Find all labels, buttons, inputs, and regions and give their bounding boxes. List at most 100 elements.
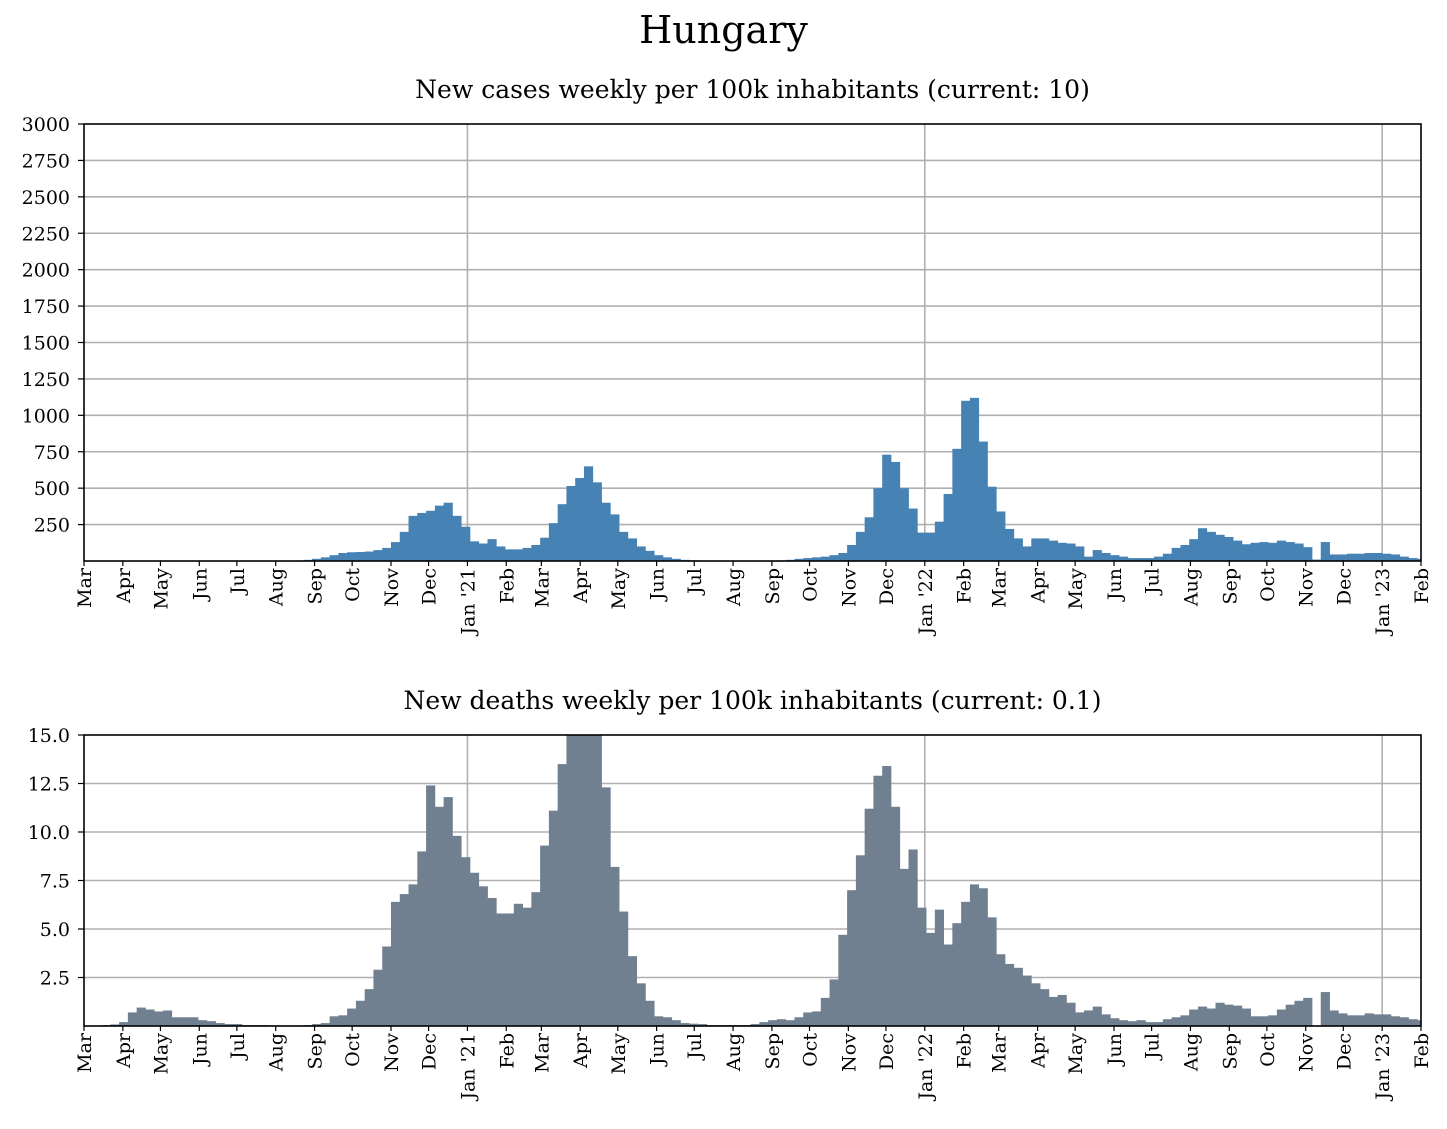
deaths-bar — [1066, 1002, 1076, 1026]
cases-bar — [1250, 542, 1260, 561]
deaths-bar — [1399, 1017, 1409, 1026]
deaths-xtick-label: Jun — [1104, 1033, 1126, 1067]
cases-bar — [1180, 544, 1190, 561]
deaths-bar — [461, 857, 471, 1026]
cases-bar — [1013, 538, 1023, 561]
deaths-bar — [355, 1000, 366, 1026]
cases-ytick-label: 1500 — [22, 333, 70, 355]
deaths-bar — [1241, 1008, 1251, 1026]
deaths-bar — [820, 997, 830, 1026]
deaths-bar — [803, 1012, 813, 1026]
deaths-bar — [1040, 989, 1050, 1026]
cases-bar — [347, 552, 357, 561]
cases-bar — [671, 558, 681, 561]
cases-bar — [426, 510, 436, 561]
cases-bar — [1294, 543, 1304, 561]
deaths-bar — [1364, 1013, 1374, 1026]
deaths-bar — [1145, 1022, 1155, 1026]
cases-bar — [1197, 528, 1208, 561]
deaths-bar — [812, 1011, 822, 1026]
deaths-xtick-label: Jul — [227, 1033, 249, 1061]
cases-bar — [1075, 546, 1085, 561]
deaths-bar — [987, 917, 997, 1026]
cases-xtick-label: Aug — [723, 568, 745, 607]
cases-bar — [1040, 538, 1050, 561]
deaths-xtick-label: Nov — [1296, 1033, 1318, 1072]
deaths-xtick-label: Dec — [419, 1033, 441, 1070]
deaths-bar — [926, 932, 936, 1026]
deaths-bar — [329, 1016, 339, 1026]
cases-bar — [934, 521, 944, 561]
cases-bar — [1338, 554, 1348, 561]
deaths-xtick-label: Mar — [989, 1032, 1011, 1073]
deaths-bar — [540, 845, 550, 1026]
cases-bar — [1004, 528, 1015, 561]
cases-bar — [803, 558, 813, 561]
cases-bar — [364, 551, 374, 561]
deaths-bar — [373, 969, 383, 1026]
deaths-bar — [233, 1024, 243, 1026]
cases-xtick-label: Apr — [570, 567, 592, 604]
cases-bar — [338, 552, 348, 561]
cases-bar — [399, 531, 409, 561]
deaths-bar — [1013, 967, 1023, 1026]
deaths-bar — [1154, 1022, 1164, 1026]
deaths-bar — [1136, 1020, 1146, 1026]
cases-bar — [382, 547, 392, 561]
cases-bar — [926, 532, 936, 561]
cases-bar — [873, 488, 883, 561]
cases-bar — [1320, 542, 1330, 561]
cases-bar — [1268, 542, 1278, 561]
cases-bar — [1355, 553, 1366, 561]
deaths-bar — [873, 775, 883, 1026]
deaths-xtick-label: Jun — [647, 1033, 669, 1067]
deaths-bar — [1408, 1019, 1418, 1026]
deaths-bar — [1092, 1006, 1102, 1026]
deaths-bar — [189, 1017, 199, 1026]
deaths-bar — [1347, 1015, 1357, 1026]
deaths-bar — [531, 892, 541, 1026]
deaths-xtick-label: Sep — [762, 1033, 784, 1069]
cases-bar — [1154, 556, 1164, 561]
deaths-bar — [847, 890, 857, 1026]
cases-bar — [820, 556, 830, 561]
cases-xtick-label: Dec — [419, 568, 441, 605]
cases-bar — [636, 546, 646, 561]
cases-bar — [952, 448, 962, 561]
cases-bar — [540, 537, 550, 561]
cases-xtick-label: May — [150, 568, 172, 610]
cases-bar — [847, 544, 857, 561]
deaths-bar — [671, 1020, 681, 1026]
deaths-xtick-label: Dec — [876, 1033, 898, 1070]
deaths-bar — [969, 884, 980, 1026]
cases-bar — [496, 546, 506, 561]
deaths-xtick-label: Oct — [800, 1033, 822, 1067]
deaths-bar — [1127, 1021, 1137, 1026]
cases-bar — [1215, 534, 1225, 561]
cases-xtick-label: Jun — [647, 568, 669, 602]
cases-xtick-label: Aug — [266, 568, 288, 607]
cases-bar — [575, 477, 585, 561]
cases-xtick-label: Oct — [1257, 568, 1279, 602]
cases-xtick-label: Jan '21 — [457, 568, 479, 637]
deaths-bar — [619, 911, 629, 1026]
deaths-bar — [426, 785, 436, 1026]
cases-ytick-label: 2500 — [22, 187, 70, 209]
deaths-bar — [1329, 1010, 1339, 1026]
deaths-xtick-label: Feb — [954, 1033, 976, 1069]
cases-bar — [408, 515, 418, 561]
deaths-bar — [522, 907, 532, 1026]
cases-bar — [557, 504, 567, 561]
deaths-bar — [1390, 1016, 1401, 1026]
cases-xtick-label: Apr — [1028, 567, 1050, 604]
cases-bar — [1083, 556, 1094, 561]
deaths-bar — [478, 886, 488, 1026]
cases-bar — [645, 550, 655, 561]
cases-bar — [1417, 558, 1422, 561]
cases-ytick-label: 1750 — [22, 296, 70, 318]
cases-chart-title: New cases weekly per 100k inhabitants (c… — [415, 75, 1090, 104]
deaths-xtick-label: Mar — [531, 1032, 553, 1073]
deaths-bar — [1303, 997, 1313, 1026]
deaths-bar — [1320, 992, 1330, 1026]
cases-bar — [373, 550, 383, 561]
